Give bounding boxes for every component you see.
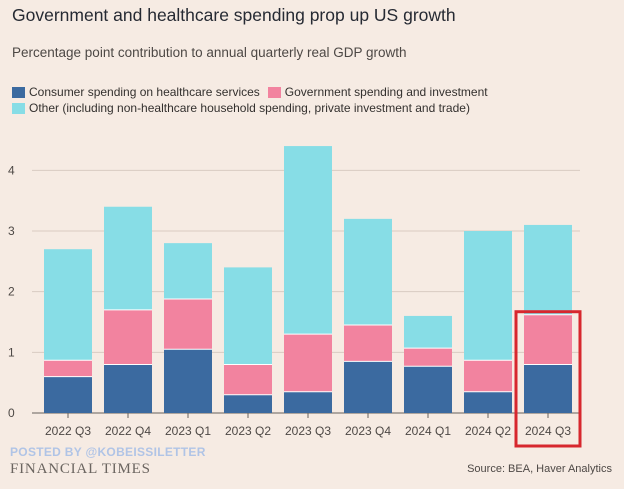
bar-2024-q3-series-0 — [524, 364, 572, 413]
brand-logo-text: FINANCIAL TIMES — [10, 461, 151, 477]
x-tick-label-1: 2022 Q4 — [105, 424, 151, 438]
bar-2022-q3-series-1 — [44, 360, 92, 377]
bar-2022-q4-series-0 — [104, 364, 152, 413]
bar-2024-q2-series-2 — [464, 231, 512, 361]
bar-2023-q4-series-2 — [344, 218, 392, 326]
bar-2023-q4-series-0 — [344, 361, 392, 413]
x-tick-label-7: 2024 Q2 — [465, 424, 511, 438]
bar-2023-q3-series-2 — [284, 146, 332, 335]
legend-swatch-healthcare — [12, 86, 25, 98]
x-tick-label-0: 2022 Q3 — [45, 424, 91, 438]
bar-2024-q2-series-1 — [464, 360, 512, 392]
bar-2023-q2-series-0 — [224, 394, 272, 413]
legend-item-other: Other (including non-healthcare househol… — [12, 101, 470, 115]
y-tick-label-3: 3 — [8, 224, 15, 238]
bar-2022-q4-series-2 — [104, 206, 152, 310]
bar-2023-q3-series-1 — [284, 334, 332, 392]
bar-2024-q3-series-2 — [524, 224, 572, 315]
bar-2024-q1-series-1 — [404, 348, 452, 367]
legend-row-1: Consumer spending on healthcare services… — [12, 84, 496, 100]
chart-subtitle: Percentage point contribution to annual … — [12, 45, 407, 60]
y-tick-label-1: 1 — [8, 345, 15, 359]
source-note: Source: BEA, Haver Analytics — [467, 463, 612, 475]
bar-2023-q4-series-1 — [344, 325, 392, 362]
x-tick-label-2: 2023 Q1 — [165, 424, 211, 438]
bar-2024-q1-series-0 — [404, 366, 452, 413]
x-tick-label-8: 2024 Q3 — [525, 424, 571, 438]
x-tick-label-4: 2023 Q3 — [285, 424, 331, 438]
highlight-box — [514, 310, 582, 448]
bar-2023-q2-series-1 — [224, 364, 272, 395]
y-tick-label-2: 2 — [8, 285, 15, 299]
x-tick-label-5: 2023 Q4 — [345, 424, 391, 438]
chart-title: Government and healthcare spending prop … — [12, 5, 456, 25]
bar-2023-q1-series-0 — [164, 349, 212, 413]
chart-legend: Consumer spending on healthcare services… — [12, 84, 496, 116]
y-tick-label-0: 0 — [8, 406, 15, 420]
legend-label-healthcare: Consumer spending on healthcare services — [29, 85, 260, 99]
bar-2024-q2-series-0 — [464, 391, 512, 413]
bar-2022-q4-series-1 — [104, 309, 152, 365]
legend-row-2: Other (including non-healthcare househol… — [12, 100, 496, 116]
bar-2022-q3-series-2 — [44, 249, 92, 361]
bar-2023-q1-series-2 — [164, 243, 212, 299]
legend-item-government: Government spending and investment — [267, 85, 488, 99]
bar-2024-q1-series-2 — [404, 315, 452, 349]
x-tick-label-6: 2024 Q1 — [405, 424, 451, 438]
x-tick-label-3: 2023 Q2 — [225, 424, 271, 438]
bar-2023-q2-series-2 — [224, 267, 272, 365]
legend-swatch-government — [267, 86, 281, 98]
legend-label-government: Government spending and investment — [284, 85, 488, 99]
bar-2022-q3-series-0 — [44, 376, 92, 413]
bar-2024-q3-series-1 — [524, 314, 572, 365]
bar-2023-q1-series-1 — [164, 298, 212, 350]
legend-swatch-other — [12, 102, 25, 114]
y-tick-label-4: 4 — [8, 163, 15, 177]
bar-2023-q3-series-0 — [284, 391, 332, 413]
legend-label-other: Other (including non-healthcare househol… — [29, 101, 470, 115]
legend-item-healthcare: Consumer spending on healthcare services — [12, 85, 260, 99]
watermark: POSTED BY @KOBEISSILETTER — [10, 445, 206, 459]
